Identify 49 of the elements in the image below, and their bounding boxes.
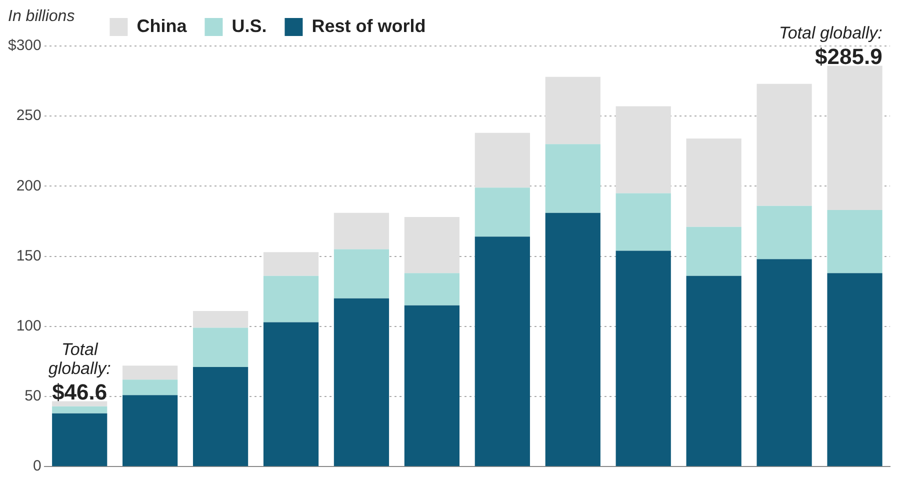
- bar: [827, 66, 882, 210]
- bar: [52, 413, 108, 466]
- annotation: Total globally: $285.9: [778, 24, 883, 69]
- bar: [263, 322, 319, 466]
- bar: [404, 305, 460, 466]
- bar: [334, 212, 390, 250]
- bar: [263, 276, 319, 322]
- bar: [192, 310, 248, 328]
- bar: [545, 76, 600, 144]
- bar: [827, 210, 882, 274]
- bar: [616, 106, 671, 194]
- bar: [192, 367, 248, 466]
- bar: [616, 193, 671, 251]
- bar: [474, 188, 530, 237]
- bar: [474, 236, 530, 466]
- bar: [474, 132, 530, 188]
- bar: [334, 298, 390, 466]
- bar: [122, 380, 178, 396]
- bar: [545, 212, 600, 466]
- bar: [756, 84, 812, 206]
- bar: [404, 273, 460, 306]
- y-tick-label: 0: [33, 458, 42, 475]
- bar: [545, 144, 600, 213]
- bar: [686, 276, 742, 466]
- bar: [52, 406, 108, 414]
- y-tick-label: 50: [24, 388, 42, 405]
- bar: [122, 395, 178, 466]
- bar: [616, 250, 671, 466]
- bar: [756, 206, 812, 260]
- y-tick-label: 250: [16, 107, 42, 124]
- bar: [263, 252, 319, 276]
- y-tick-label: 150: [16, 247, 42, 264]
- bar: [52, 401, 108, 406]
- legend-label: Rest of world: [312, 16, 426, 36]
- y-tick-label: 200: [16, 177, 42, 194]
- bar: [827, 273, 882, 466]
- bar: [686, 226, 742, 276]
- legend-label: China: [136, 16, 188, 36]
- bar: [404, 217, 460, 274]
- bar: [686, 138, 742, 227]
- y-tick-label: $300: [8, 37, 42, 54]
- bar: [122, 366, 178, 380]
- legend-label: U.S.: [232, 16, 267, 36]
- bar: [756, 259, 812, 466]
- annotation: Total globally: $46.6: [48, 340, 112, 404]
- bar: [334, 249, 390, 298]
- y-axis-title: In billions: [8, 8, 75, 26]
- bar: [192, 328, 248, 368]
- y-tick-label: 100: [16, 318, 42, 335]
